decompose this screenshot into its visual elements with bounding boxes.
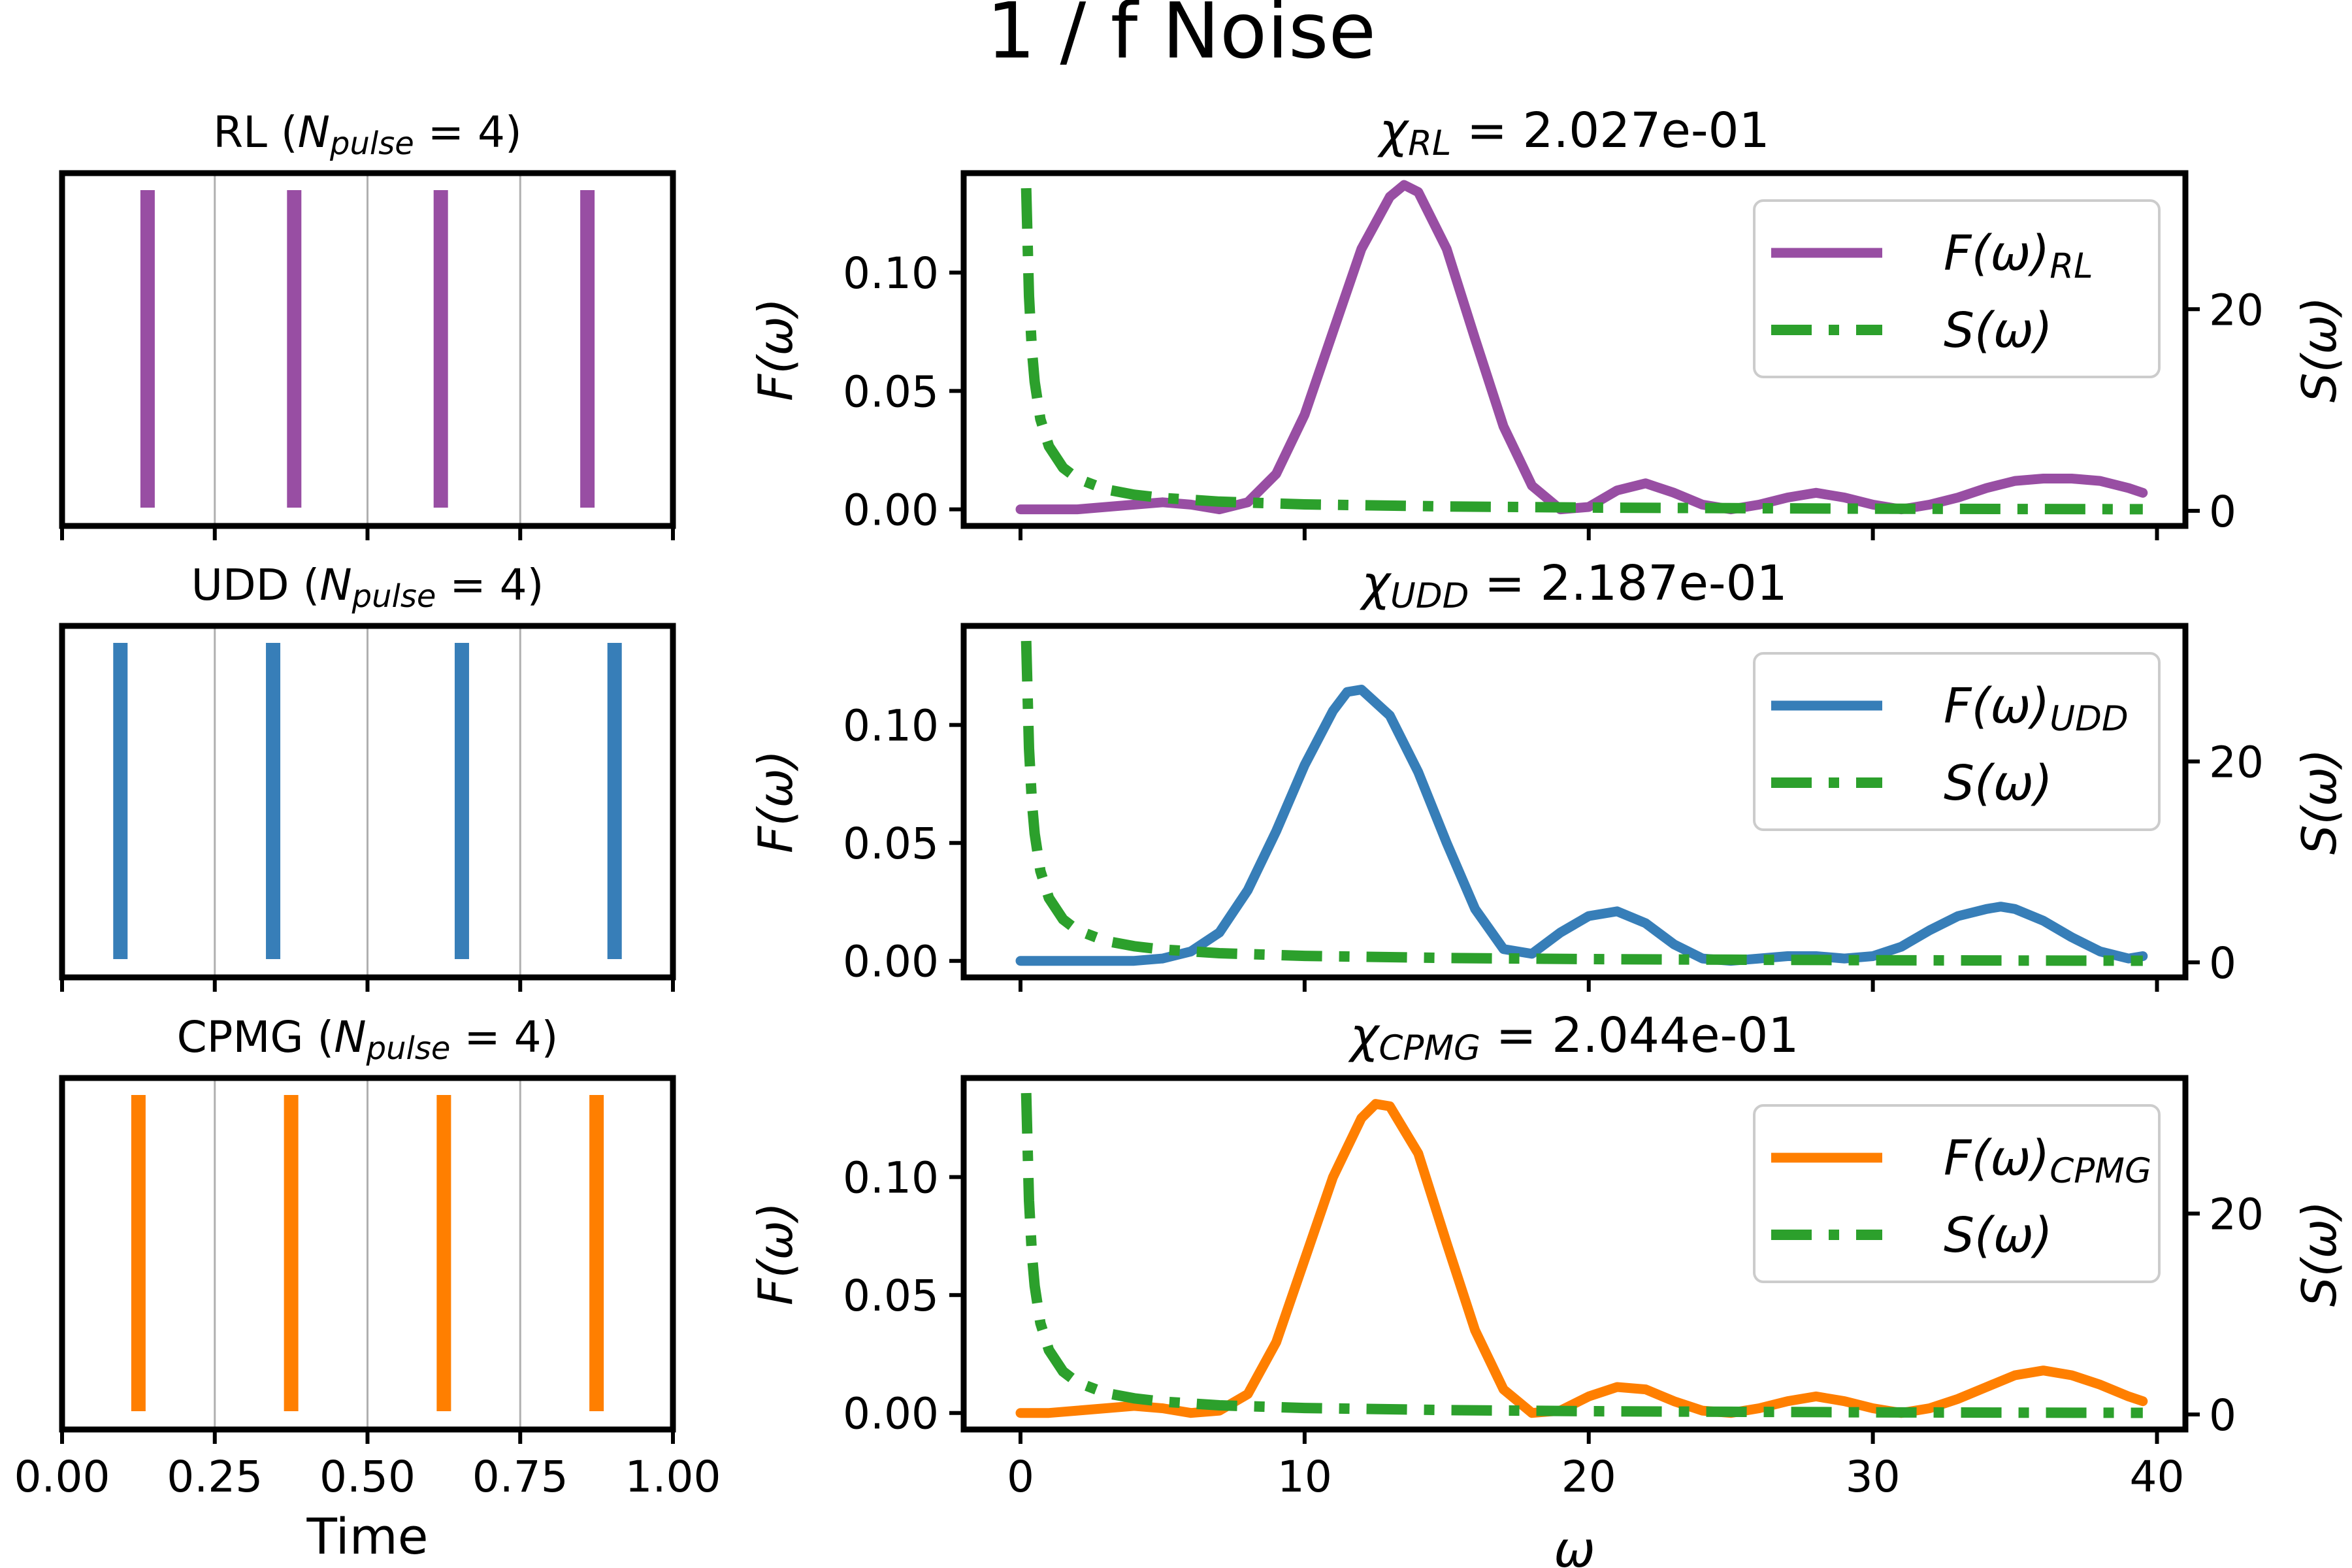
panel-title: χCPMG = 2.044e-01 [1348,1007,1799,1068]
x-tick-label: 0.25 [167,1452,263,1502]
x-tick-label: 0.00 [14,1452,110,1502]
pulse-bar-3 [436,1095,451,1411]
y2-axis-label: S(ω) [2292,1201,2347,1307]
pulse-bar-4 [589,1095,604,1411]
legend-frame [1753,1104,2161,1283]
pulse-panel-0: RL (Npulse = 4) [59,107,676,540]
y2-axis-label: S(ω) [2292,749,2347,855]
y-axis-label: F(ω) [748,750,803,853]
legend-label: S(ω) [1944,302,2053,359]
pulse-panel-1: UDD (Npulse = 4) [59,560,676,992]
pulse-bar-2 [266,643,281,959]
x-tick-label: 20 [1561,1452,1616,1502]
legend-label: F(ω)CPMG [1944,1130,2151,1191]
y-tick-label: 0.05 [843,367,939,417]
pulse-bar-2 [284,1095,299,1411]
legend-frame [1753,199,2161,378]
y-tick-label: 0.05 [843,819,939,869]
pulse-bar-3 [454,643,469,959]
y-axis-label: F(ω) [748,1202,803,1305]
legend: F(ω)RL S(ω) [1753,199,2161,378]
filter-function-line [1015,685,2148,966]
y-tick-label: 0.10 [843,701,939,751]
legend-label: S(ω) [1944,755,2053,811]
y2-tick-label: 20 [2209,738,2264,788]
panel-title: χRL = 2.027e-01 [1377,103,1769,163]
y-tick-label: 0.05 [843,1271,939,1321]
x-tick-label: 40 [2130,1452,2185,1502]
legend-label: F(ω)RL [1944,225,2093,286]
axes-frame [960,623,2189,981]
y-tick-label: 0.10 [843,248,939,299]
filter-panel-0: 0.00 0.05 0.10 0 20 F(ω) S(ω) χRL = 2.027e-01 F(… [748,103,2347,540]
y-tick-label: 0.00 [843,485,939,536]
legend-frame [1753,652,2161,831]
filter-panel-1: 0.00 0.05 0.10 0 20 F(ω) S(ω) χUDD = 2.187e-01 F… [748,555,2347,992]
x-tick-label: 1.00 [625,1452,721,1502]
pulse-bar-2 [287,190,302,508]
panel-title: χUDD = 2.187e-01 [1359,555,1788,616]
noise-spectrum-line [1021,1092,2143,1418]
x-tick-label: 0 [1007,1452,1034,1502]
panel-title: UDD (Npulse = 4) [191,560,544,615]
y-axis-label: F(ω) [748,298,803,401]
y2-tick-label: 0 [2209,938,2236,988]
pulse-bar-4 [607,643,622,959]
panels-group: RL (Npulse = 4)UDD (Npulse = 4)0.00 0.25 0… [14,103,2347,1568]
noise-spectrum-line [1021,640,2143,966]
y-tick-label: 0.00 [843,1389,939,1439]
pulse-bar-3 [433,190,448,508]
y2-tick-label: 0 [2209,487,2236,537]
legend: F(ω)UDD S(ω) [1753,652,2161,831]
pulse-bar-4 [580,190,595,508]
x-tick-label: 0.75 [472,1452,568,1502]
panel-title: RL (Npulse = 4) [213,107,522,162]
y2-axis-label: S(ω) [2292,297,2347,402]
filter-function-line [1015,1099,2148,1418]
x-tick-label: 30 [1846,1452,1901,1502]
axes-frame [960,170,2189,529]
pulse-panel-2: 0.00 0.25 0.50 0.75 1.00 CPMG (Npulse = 4) Tim… [14,1012,721,1565]
figure-title: 1 / f Noise [987,0,1376,76]
y-tick-label: 0.10 [843,1153,939,1203]
noise-spectrum-line [1021,188,2143,515]
axes-frame [960,1075,2189,1433]
y2-tick-label: 20 [2209,285,2264,335]
panel-title: CPMG (Npulse = 4) [177,1012,559,1067]
legend: F(ω)CPMG S(ω) [1753,1104,2161,1283]
pulse-bar-1 [113,643,128,959]
x-tick-label: 10 [1277,1452,1332,1502]
y2-tick-label: 0 [2209,1390,2236,1441]
legend-label: F(ω)UDD [1944,678,2129,739]
y-tick-label: 0.00 [843,937,939,987]
filter-panel-2: 0 10 20 30 40 0.00 0.05 0.10 0 20 F(ω) S(ω) χCPMG = … [748,1007,2347,1568]
legend-label: S(ω) [1944,1207,2053,1264]
pulse-bar-1 [140,190,155,508]
x-tick-label: 0.50 [319,1452,416,1502]
x-axis-label: Time [306,1507,429,1565]
x-axis-label: ω [1554,1520,1595,1568]
pulse-bar-1 [131,1095,146,1411]
y2-tick-label: 20 [2209,1190,2264,1240]
